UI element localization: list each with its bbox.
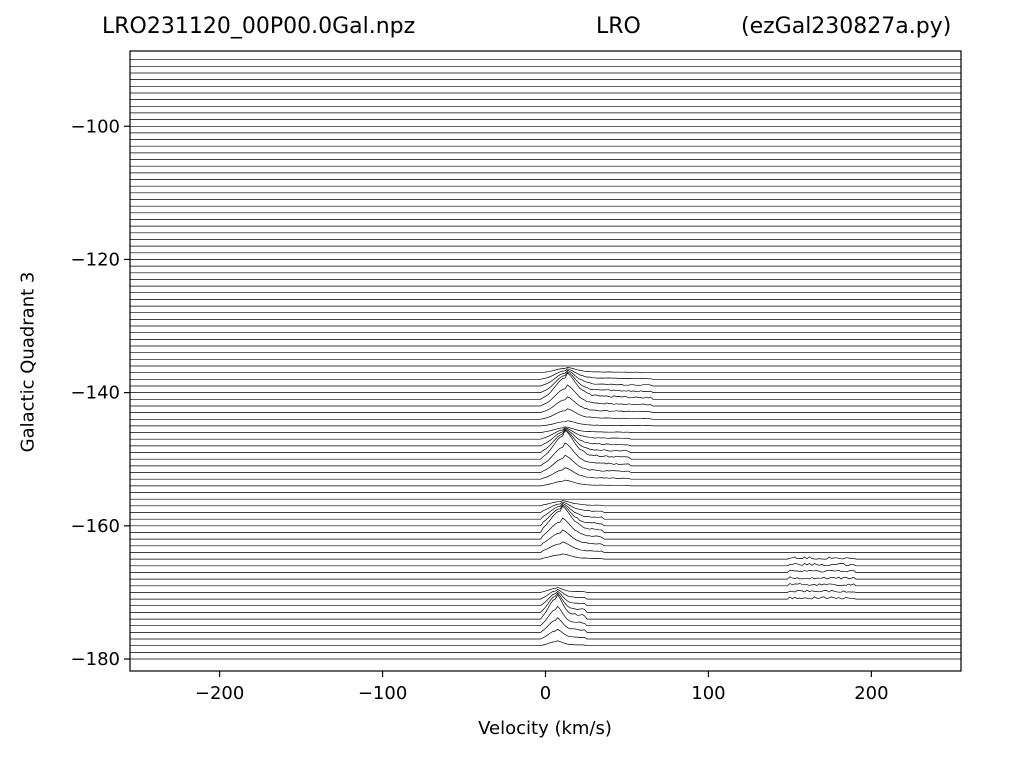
spectrum-trace: [130, 371, 961, 393]
x-tick-label: 200: [854, 683, 888, 704]
spectra-traces: [130, 59, 961, 660]
spectrum-trace: [130, 628, 961, 640]
spectrum-trace: [130, 396, 961, 413]
spectrum-trace: [130, 427, 961, 440]
spectrum-trace: [130, 369, 961, 387]
spectrum-trace: [130, 605, 961, 627]
spectrum-trace: [130, 442, 961, 467]
spectrum-trace: [130, 500, 961, 507]
spectrum-trace: [130, 367, 961, 374]
spectrum-trace: [130, 563, 961, 567]
x-axis-ticks: −200 −100 0 100 200: [195, 671, 889, 704]
spectrum-trace: [130, 428, 961, 447]
chart-title-observatory: LRO: [596, 14, 641, 39]
x-axis-label: Velocity (km/s): [478, 718, 612, 739]
spectrum-trace: [130, 541, 961, 553]
spectrum-trace: [130, 426, 961, 433]
spectrum-trace: [130, 429, 961, 460]
spectrum-trace: [130, 504, 961, 527]
spectrum-trace: [130, 372, 961, 400]
spectrum-trace: [130, 408, 961, 420]
spectrum-trace: [130, 420, 961, 427]
x-tick-label: −200: [195, 683, 244, 704]
spectrum-trace: [130, 479, 961, 487]
spectrum-trace: [130, 617, 961, 633]
spectrum-trace: [130, 505, 961, 533]
chart-title-filename: LRO231120_00P00.0Gal.npz: [102, 14, 416, 39]
spectrum-trace: [130, 429, 961, 453]
spectrum-trace: [130, 467, 961, 480]
y-tick-label: −140: [71, 383, 120, 404]
spectrum-trace: [130, 501, 961, 513]
y-tick-label: −120: [71, 249, 120, 270]
spectrum-trace: [130, 384, 961, 407]
spectrum-trace: [130, 529, 961, 547]
x-tick-label: 100: [691, 683, 725, 704]
spectrum-trace: [130, 583, 961, 587]
chart-title-script: (ezGal230827a.py): [741, 14, 952, 39]
spectrum-trace: [130, 454, 961, 473]
spectrum-trace: [130, 553, 961, 560]
plot-area-background: [130, 51, 961, 671]
y-tick-label: −100: [71, 116, 120, 137]
y-tick-label: −180: [71, 649, 120, 670]
spectrum-trace: [130, 592, 961, 613]
x-tick-label: 0: [540, 683, 551, 704]
y-axis-label: Galactic Quadrant 3: [17, 271, 39, 453]
spectrum-trace: [130, 594, 961, 620]
spectrum-trace: [130, 587, 961, 593]
spectrum-trace: [130, 590, 961, 607]
spectrum-trace: [130, 576, 961, 580]
spectrum-trace: [130, 368, 961, 380]
y-axis-ticks: −100 −120 −140 −160 −180: [71, 116, 130, 670]
spectrum-trace: [130, 640, 961, 647]
spectrum-trace: [130, 517, 961, 540]
y-tick-label: −160: [71, 516, 120, 537]
x-tick-label: −100: [358, 683, 407, 704]
spectrum-trace: [130, 588, 961, 600]
spectrum-trace: [130, 569, 961, 573]
spectrum-trace: [130, 502, 961, 520]
